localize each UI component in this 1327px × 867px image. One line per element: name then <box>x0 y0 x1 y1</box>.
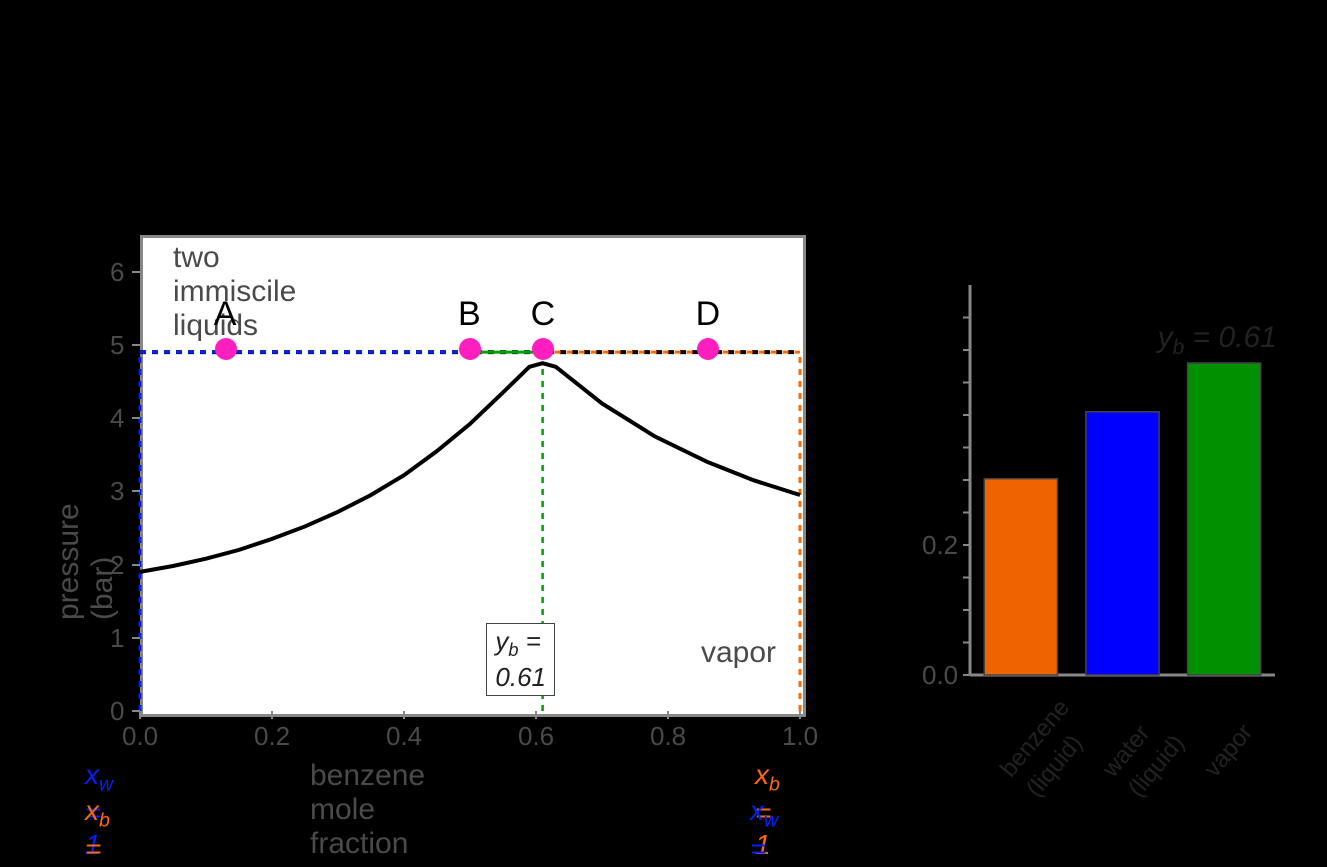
point-label-D: D <box>696 295 721 334</box>
ytick-mark <box>132 344 140 346</box>
ytick-mark <box>132 637 140 639</box>
ytick-mark <box>132 490 140 492</box>
bar-ytick-label: 0.0 <box>922 660 958 691</box>
xtick-mark <box>799 711 801 719</box>
point-label-A: A <box>214 295 237 334</box>
ytick-label: 3 <box>110 476 124 507</box>
moles-bar-chart: 0.00.2 benzene(liquid)water(liquid)vapor… <box>915 265 1285 835</box>
xtick-mark <box>271 711 273 719</box>
yb-box-label: yb = 0.61 <box>486 623 555 695</box>
xtick-label: 1.0 <box>782 721 818 752</box>
xtick-mark <box>667 711 669 719</box>
ytick-label: 5 <box>110 330 124 361</box>
bar-water <box>1086 412 1159 675</box>
bar-vapor <box>1188 363 1261 675</box>
point-label-B: B <box>458 295 481 334</box>
xtick-label: 0.6 <box>518 721 554 752</box>
ytick-mark <box>132 271 140 273</box>
bar-ytick-label: 0.2 <box>922 530 958 561</box>
yb-value: 0.61 <box>495 662 546 692</box>
ytick-label: 1 <box>110 623 124 654</box>
point-label-C: C <box>531 295 556 334</box>
bar-benzene <box>984 479 1057 675</box>
endpoint-xw0: xw = 0 <box>750 795 778 867</box>
marker-D <box>697 338 719 360</box>
xtick-label: 0.8 <box>650 721 686 752</box>
ytick-label: 0 <box>110 696 124 727</box>
xtick-label: 0.2 <box>254 721 290 752</box>
ytick-mark <box>132 564 140 566</box>
ytick-label: 6 <box>110 257 124 288</box>
xtick-mark <box>535 711 537 719</box>
xtick-mark <box>139 711 141 719</box>
ytick-label: 2 <box>110 550 124 581</box>
marker-A <box>215 338 237 360</box>
xtick-label: 0.0 <box>122 721 158 752</box>
ytick-label: 4 <box>110 403 124 434</box>
ytick-mark <box>132 710 140 712</box>
xtick-label: 0.4 <box>386 721 422 752</box>
endpoint-xb0: xb = 0 <box>85 795 110 867</box>
xtick-mark <box>403 711 405 719</box>
x-axis-label: benzene mole fraction <box>310 759 425 861</box>
ytick-mark <box>132 417 140 419</box>
marker-C <box>532 338 554 360</box>
bar-top-yb-label: yb = 0.61 <box>1158 321 1277 360</box>
region-label-vapor: vapor <box>701 636 776 670</box>
bar-label-vapor: vapor <box>1199 719 1259 783</box>
marker-B <box>459 338 481 360</box>
